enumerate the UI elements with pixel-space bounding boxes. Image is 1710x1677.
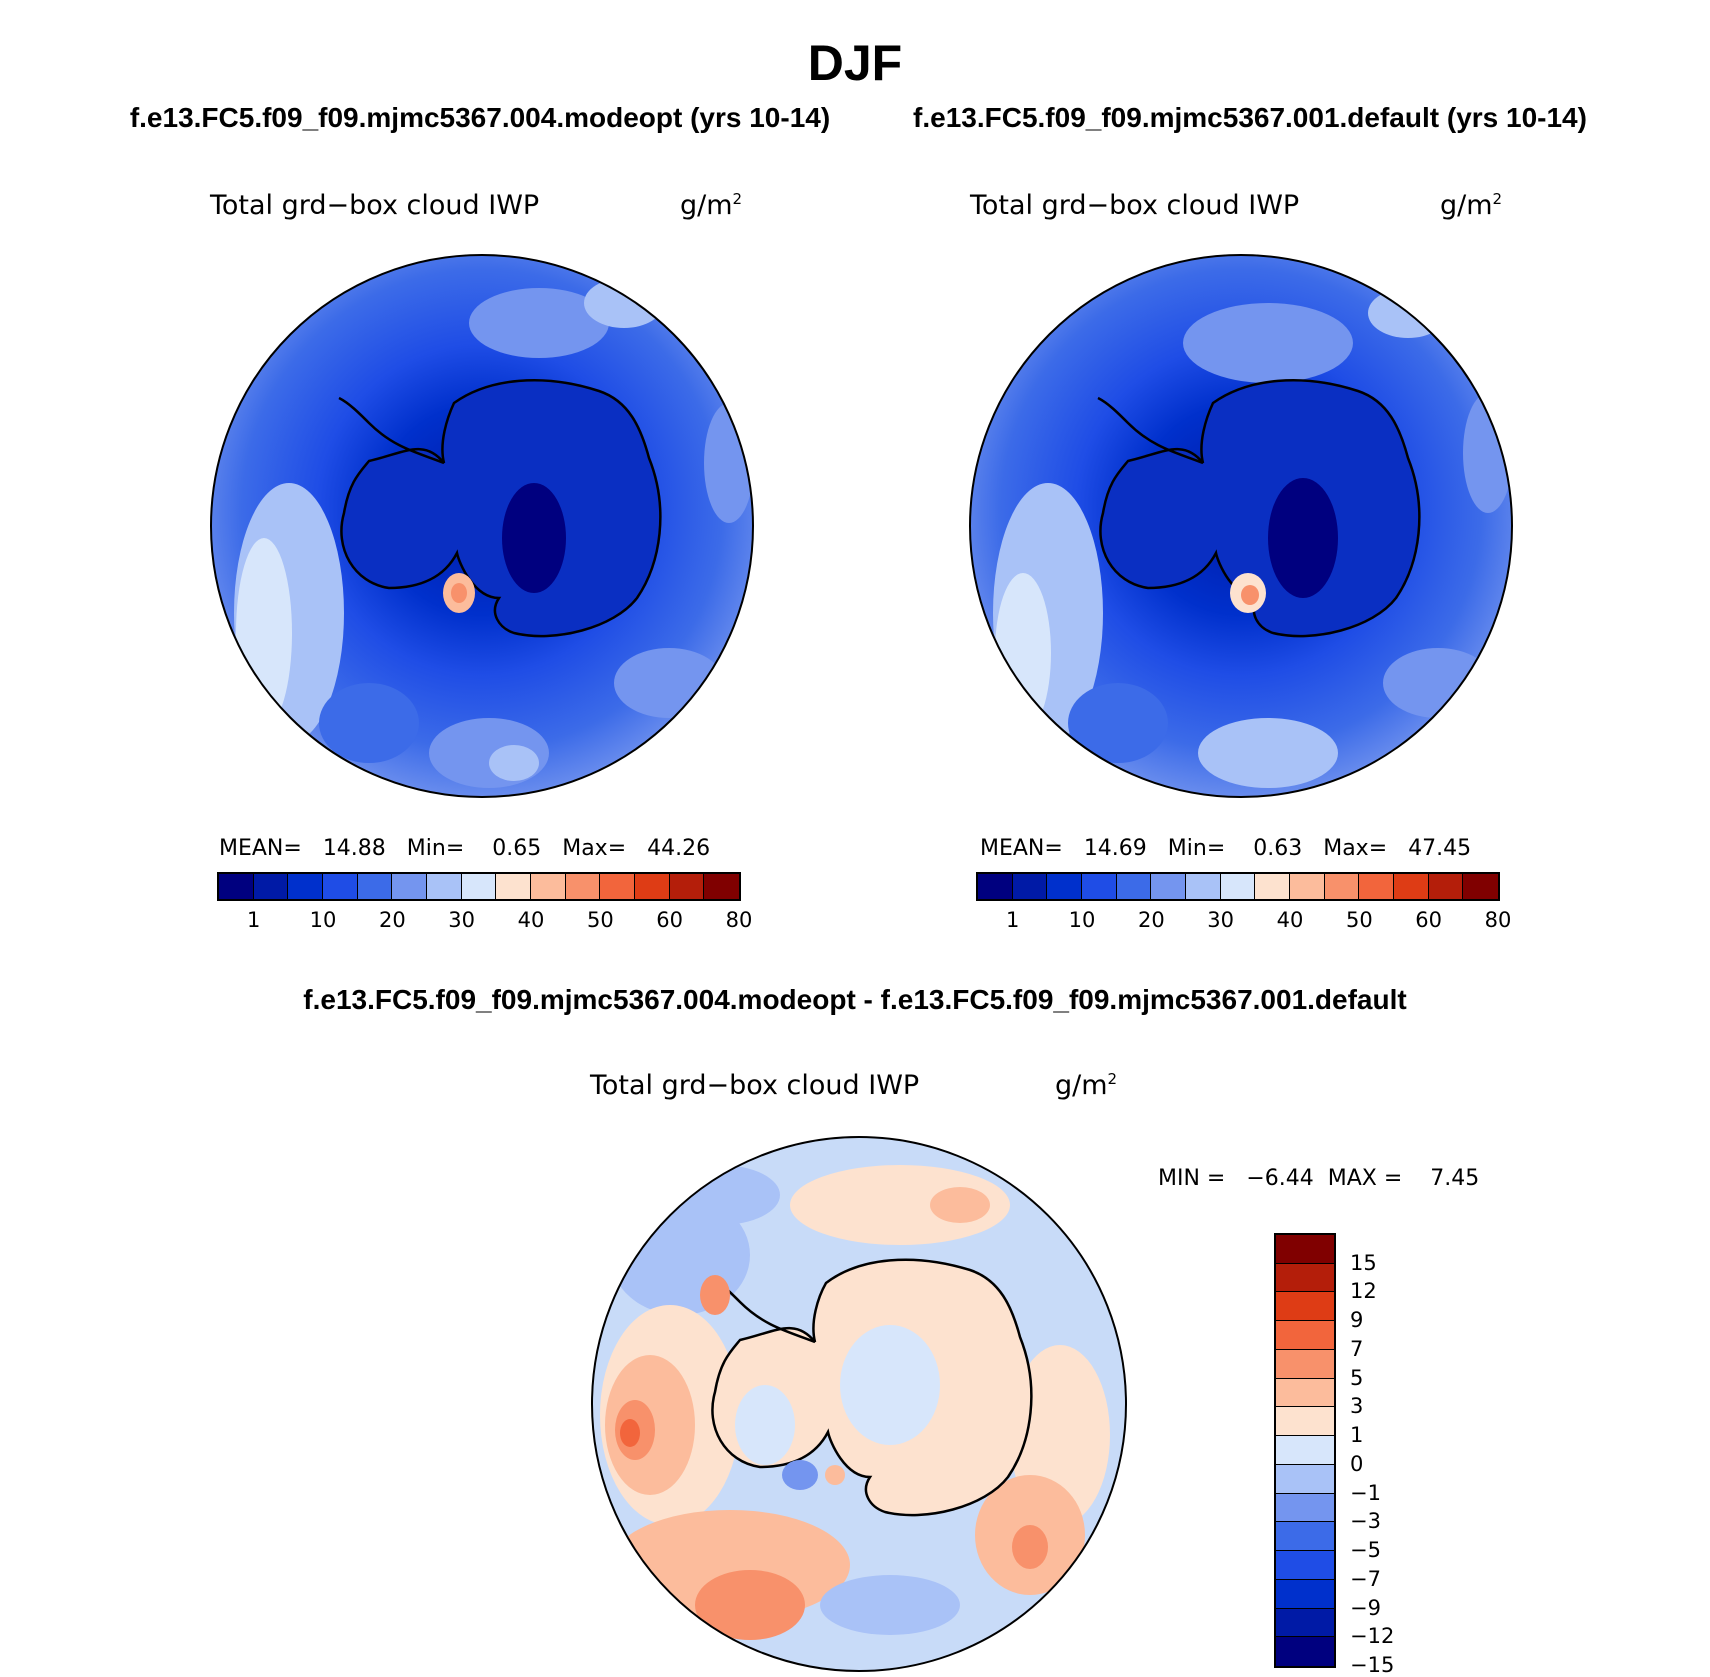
colorbar-tick-label: 12 — [1350, 1279, 1377, 1304]
panel-b-stats: MEAN= 14.69 Min= 0.63 Max= 47.45 — [980, 836, 1472, 861]
panel-c-variable: Total grd−box cloud IWP — [590, 1070, 920, 1101]
colorbar-tick-label: 20 — [1137, 908, 1165, 932]
colorbar-swatch — [1276, 1235, 1334, 1264]
diff-title: f.e13.FC5.f09_f09.mjmc5367.004.modeopt -… — [303, 984, 1407, 1015]
colorbar-swatch — [288, 874, 323, 899]
colorbar-swatch — [1255, 874, 1290, 899]
colorbar-swatch — [1276, 1522, 1334, 1552]
colorbar-swatch — [1276, 1349, 1334, 1379]
colorbar-tick-label: 1 — [246, 908, 261, 932]
antarctica — [340, 379, 662, 638]
panel-a-variable: Total grd−box cloud IWP — [210, 190, 540, 221]
colorbar-swatch — [1151, 874, 1186, 899]
colorbar-swatch — [978, 874, 1013, 899]
colorbar-swatch — [1276, 1551, 1334, 1580]
colorbar-tick-label: 40 — [517, 908, 545, 932]
colorbar-tick-label: 60 — [1415, 908, 1443, 932]
colorbar-tick-label: 50 — [1345, 908, 1373, 932]
colorbar-swatch — [1220, 874, 1256, 899]
colorbar-swatch — [219, 874, 254, 899]
colorbar-swatch — [1186, 874, 1221, 899]
colorbar-swatch — [1082, 874, 1117, 899]
colorbar-a — [217, 872, 741, 901]
colorbar-tick-label: −3 — [1350, 1509, 1381, 1534]
colorbar-tick-label: 5 — [1350, 1365, 1364, 1390]
colorbar-swatch — [357, 874, 393, 899]
colorbar-tick-label: −12 — [1350, 1624, 1395, 1649]
colorbar-swatch — [704, 874, 739, 899]
panel-b-units: g/m2 — [1440, 190, 1503, 221]
colorbar-swatch — [635, 874, 670, 899]
colorbar-swatch — [427, 874, 462, 899]
colorbar-tick-label: 30 — [448, 908, 476, 932]
case-a-title: f.e13.FC5.f09_f09.mjmc5367.004.modeopt (… — [129, 102, 831, 133]
map-panel-a — [210, 254, 754, 798]
colorbar-tick-label: 50 — [586, 908, 614, 932]
colorbar-swatch — [323, 874, 358, 899]
colorbar-swatch — [1276, 1292, 1334, 1322]
colorbar-tick-label: 0 — [1350, 1451, 1364, 1476]
colorbar-swatch — [1276, 1608, 1334, 1638]
colorbar-tick-label: 80 — [1484, 908, 1512, 932]
colorbar-swatch — [1116, 874, 1152, 899]
page-title: DJF — [807, 35, 903, 91]
colorbar-tick-label: 40 — [1276, 908, 1304, 932]
colorbar-swatch — [1276, 1579, 1334, 1609]
map-panel-b — [969, 254, 1513, 798]
colorbar-swatch — [1276, 1436, 1334, 1465]
colorbar-tick-label: −5 — [1350, 1538, 1381, 1563]
colorbar-swatch — [600, 874, 635, 899]
colorbar-tick-label: 30 — [1207, 908, 1235, 932]
case-b-title: f.e13.FC5.f09_f09.mjmc5367.001.default (… — [913, 102, 1587, 133]
colorbar-tick-label: 60 — [656, 908, 684, 932]
colorbar-swatch — [461, 874, 497, 899]
panel-a-stats: MEAN= 14.88 Min= 0.65 Max= 44.26 — [219, 836, 711, 861]
colorbar-tick-label: −7 — [1350, 1566, 1381, 1591]
colorbar-swatch — [1276, 1378, 1334, 1408]
colorbar-c — [1274, 1233, 1336, 1668]
colorbar-swatch — [1012, 874, 1048, 899]
colorbar-swatch — [1276, 1464, 1334, 1494]
colorbar-tick-label: 15 — [1350, 1250, 1377, 1275]
colorbar-swatch — [253, 874, 289, 899]
colorbar-swatch — [1463, 874, 1498, 899]
colorbar-tick-label: 10 — [309, 908, 337, 932]
colorbar-swatch — [1359, 874, 1394, 899]
colorbar-tick-label: −15 — [1350, 1653, 1395, 1677]
colorbar-tick-label: 1 — [1350, 1423, 1364, 1448]
panel-b-variable: Total grd−box cloud IWP — [970, 190, 1300, 221]
colorbar-swatch — [1428, 874, 1464, 899]
colorbar-swatch — [531, 874, 566, 899]
colorbar-tick-label: 1 — [1005, 908, 1020, 932]
colorbar-tick-label: 10 — [1068, 908, 1096, 932]
colorbar-tick-label: 20 — [378, 908, 406, 932]
panel-c-stats: MIN = −6.44 MAX = 7.45 — [1158, 1166, 1480, 1191]
colorbar-swatch — [1324, 874, 1360, 899]
colorbar-swatch — [1290, 874, 1325, 899]
colorbar-tick-label: −1 — [1350, 1480, 1381, 1505]
colorbar-swatch — [392, 874, 427, 899]
colorbar-swatch — [1276, 1637, 1334, 1666]
colorbar-tick-label: 7 — [1350, 1336, 1364, 1361]
colorbar-tick-label: 80 — [725, 908, 753, 932]
colorbar-swatch — [669, 874, 705, 899]
colorbar-swatch — [1276, 1407, 1334, 1437]
colorbar-swatch — [1394, 874, 1429, 899]
colorbar-swatch — [496, 874, 531, 899]
colorbar-tick-label: −9 — [1350, 1595, 1381, 1620]
colorbar-swatch — [1276, 1493, 1334, 1523]
colorbar-swatch — [1047, 874, 1082, 899]
colorbar-b — [976, 872, 1500, 901]
colorbar-swatch — [1276, 1263, 1334, 1293]
colorbar-swatch — [565, 874, 601, 899]
colorbar-tick-label: 9 — [1350, 1308, 1364, 1333]
map-panel-c — [591, 1136, 1127, 1672]
colorbar-swatch — [1276, 1321, 1334, 1350]
panel-a-units: g/m2 — [680, 190, 743, 221]
colorbar-tick-label: 3 — [1350, 1394, 1364, 1419]
panel-c-units: g/m2 — [1055, 1070, 1118, 1101]
